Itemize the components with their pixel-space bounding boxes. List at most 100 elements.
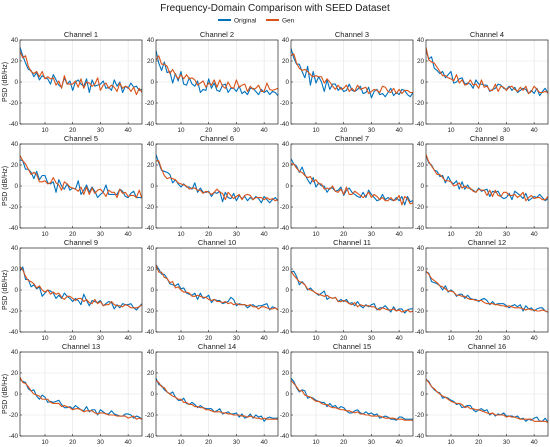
subplot-11: 10 20 30 40 -40 -20 0 20 40 Channel 11	[280, 238, 414, 342]
y-tick-label: 40	[282, 245, 290, 252]
y-tick-label: 0	[14, 79, 18, 86]
y-tick-label: -40	[280, 329, 290, 336]
x-tick-label: 30	[97, 439, 105, 446]
y-tick-label: 20	[417, 266, 425, 273]
x-tick-label: 10	[447, 231, 455, 238]
y-tick-label: 20	[282, 370, 290, 377]
subplot-10: 10 20 30 40 -40 -20 0 20 40 Channel 10	[145, 238, 279, 342]
subplot-title: Channel 16	[468, 342, 506, 351]
y-tick-label: -40	[145, 329, 155, 336]
series-line-gen	[156, 55, 278, 92]
subplot-title: Channel 12	[468, 238, 506, 247]
x-tick-label: 10	[177, 231, 185, 238]
series-line-gen	[156, 160, 278, 202]
x-tick-label: 40	[396, 231, 404, 238]
x-tick-label: 20	[69, 439, 77, 446]
y-tick-label: 0	[150, 79, 154, 86]
subplot-title: Channel 9	[64, 238, 98, 247]
y-tick-label: -20	[145, 412, 155, 419]
y-tick-label: 20	[282, 162, 290, 169]
y-tick-label: -40	[280, 121, 290, 128]
subplot-title: Channel 7	[335, 134, 369, 143]
x-tick-label: 20	[205, 231, 213, 238]
subplot-12: 10 20 30 40 -40 -20 0 20 40 Channel 12	[415, 238, 549, 342]
y-tick-label: 40	[417, 37, 425, 44]
x-tick-label: 10	[177, 127, 185, 134]
y-axis-label: PSD (dB/Hz)	[2, 374, 9, 414]
y-tick-label: -20	[415, 204, 425, 211]
y-tick-label: 0	[420, 79, 424, 86]
subplot-title: Channel 8	[470, 134, 504, 143]
x-tick-label: 20	[340, 231, 348, 238]
x-tick-label: 20	[340, 335, 348, 342]
series-line-original	[426, 271, 548, 313]
x-tick-label: 10	[312, 231, 320, 238]
y-axis-label: PSD (dB/Hz)	[2, 270, 9, 310]
x-tick-label: 10	[177, 335, 185, 342]
x-tick-label: 40	[261, 335, 269, 342]
x-tick-label: 30	[368, 335, 376, 342]
x-tick-label: 10	[41, 439, 49, 446]
subplot-2: 10 20 30 40 -40 -20 0 20 40 Channel 2	[145, 30, 279, 134]
y-tick-label: -20	[145, 204, 155, 211]
y-tick-label: -20	[280, 100, 290, 107]
y-tick-label: 0	[285, 287, 289, 294]
x-tick-label: 40	[125, 127, 133, 134]
y-tick-label: -20	[415, 100, 425, 107]
y-tick-label: -40	[145, 121, 155, 128]
y-tick-label: 20	[417, 58, 425, 65]
legend: Original Gen	[218, 17, 295, 24]
y-tick-label: 40	[417, 245, 425, 252]
y-tick-label: 40	[11, 349, 19, 356]
x-tick-label: 40	[531, 335, 539, 342]
series-line-gen	[20, 266, 142, 309]
series-line-gen	[291, 53, 413, 95]
series-line-original	[291, 270, 413, 314]
y-tick-label: 40	[11, 37, 19, 44]
x-tick-label: 40	[125, 439, 133, 446]
y-tick-label: -20	[145, 100, 155, 107]
series-line-gen	[426, 47, 548, 95]
y-tick-label: 0	[420, 287, 424, 294]
x-tick-label: 10	[177, 439, 185, 446]
y-tick-label: 20	[11, 58, 19, 65]
y-tick-label: -40	[9, 433, 19, 440]
x-tick-label: 10	[312, 439, 320, 446]
y-tick-label: -40	[9, 329, 19, 336]
x-tick-label: 10	[312, 127, 320, 134]
subplot-title: Channel 13	[62, 342, 100, 351]
series-line-original	[291, 48, 413, 99]
x-tick-label: 20	[69, 127, 77, 134]
subplot-title: Channel 10	[198, 238, 236, 247]
y-tick-label: 40	[417, 141, 425, 148]
subplot-7: 10 20 30 40 -40 -20 0 20 40 Channel 7	[280, 134, 414, 238]
y-tick-label: -20	[280, 412, 290, 419]
y-tick-label: 40	[147, 37, 155, 44]
y-tick-label: 20	[147, 162, 155, 169]
x-tick-label: 20	[475, 439, 483, 446]
x-tick-label: 30	[97, 335, 105, 342]
y-tick-label: 20	[417, 162, 425, 169]
x-tick-label: 30	[368, 127, 376, 134]
y-tick-label: 0	[420, 183, 424, 190]
series-line-gen	[426, 270, 548, 313]
y-tick-label: -40	[9, 121, 19, 128]
x-tick-label: 30	[233, 231, 241, 238]
y-tick-label: 20	[11, 266, 19, 273]
y-tick-label: 20	[417, 370, 425, 377]
y-tick-label: 20	[282, 58, 290, 65]
y-tick-label: -20	[145, 308, 155, 315]
y-tick-label: 20	[11, 370, 19, 377]
subplot-6: 10 20 30 40 -40 -20 0 20 40 Channel 6	[145, 134, 279, 238]
y-tick-label: 0	[150, 287, 154, 294]
x-tick-label: 40	[125, 335, 133, 342]
y-tick-label: 0	[150, 183, 154, 190]
x-tick-label: 10	[447, 127, 455, 134]
subplot-5: 10 20 30 40 -40 -20 0 20 40 Channel 5 PSD (dB/Hz)	[2, 134, 143, 238]
x-tick-label: 30	[503, 335, 511, 342]
x-tick-label: 40	[261, 127, 269, 134]
